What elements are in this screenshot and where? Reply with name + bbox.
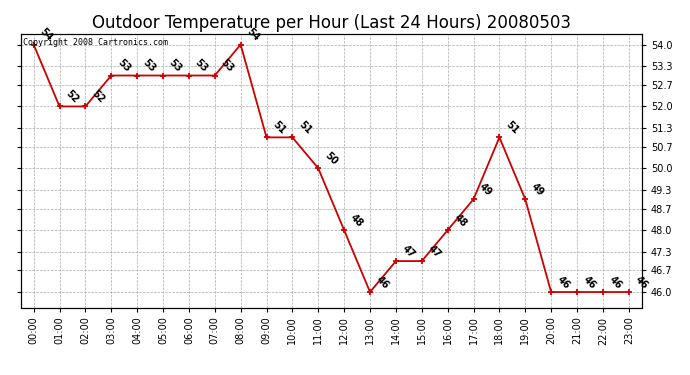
Text: 47: 47	[426, 243, 442, 260]
Text: 48: 48	[452, 212, 469, 229]
Text: 51: 51	[297, 119, 313, 136]
Text: 51: 51	[504, 119, 520, 136]
Text: 46: 46	[374, 274, 391, 291]
Text: 52: 52	[90, 88, 106, 105]
Text: 49: 49	[477, 181, 494, 198]
Text: 53: 53	[141, 57, 158, 74]
Title: Outdoor Temperature per Hour (Last 24 Hours) 20080503: Outdoor Temperature per Hour (Last 24 Ho…	[92, 14, 571, 32]
Text: Copyright 2008 Cartronics.com: Copyright 2008 Cartronics.com	[23, 38, 168, 47]
Text: 53: 53	[115, 57, 132, 74]
Text: 46: 46	[581, 274, 598, 291]
Text: 46: 46	[555, 274, 572, 291]
Text: 54: 54	[245, 27, 262, 43]
Text: 53: 53	[193, 57, 210, 74]
Text: 53: 53	[167, 57, 184, 74]
Text: 50: 50	[322, 150, 339, 167]
Text: 49: 49	[529, 181, 546, 198]
Text: 54: 54	[38, 27, 55, 43]
Text: 51: 51	[270, 119, 287, 136]
Text: 48: 48	[348, 212, 365, 229]
Text: 52: 52	[63, 88, 80, 105]
Text: 53: 53	[219, 57, 235, 74]
Text: 46: 46	[607, 274, 624, 291]
Text: 46: 46	[633, 274, 649, 291]
Text: 47: 47	[400, 243, 417, 260]
